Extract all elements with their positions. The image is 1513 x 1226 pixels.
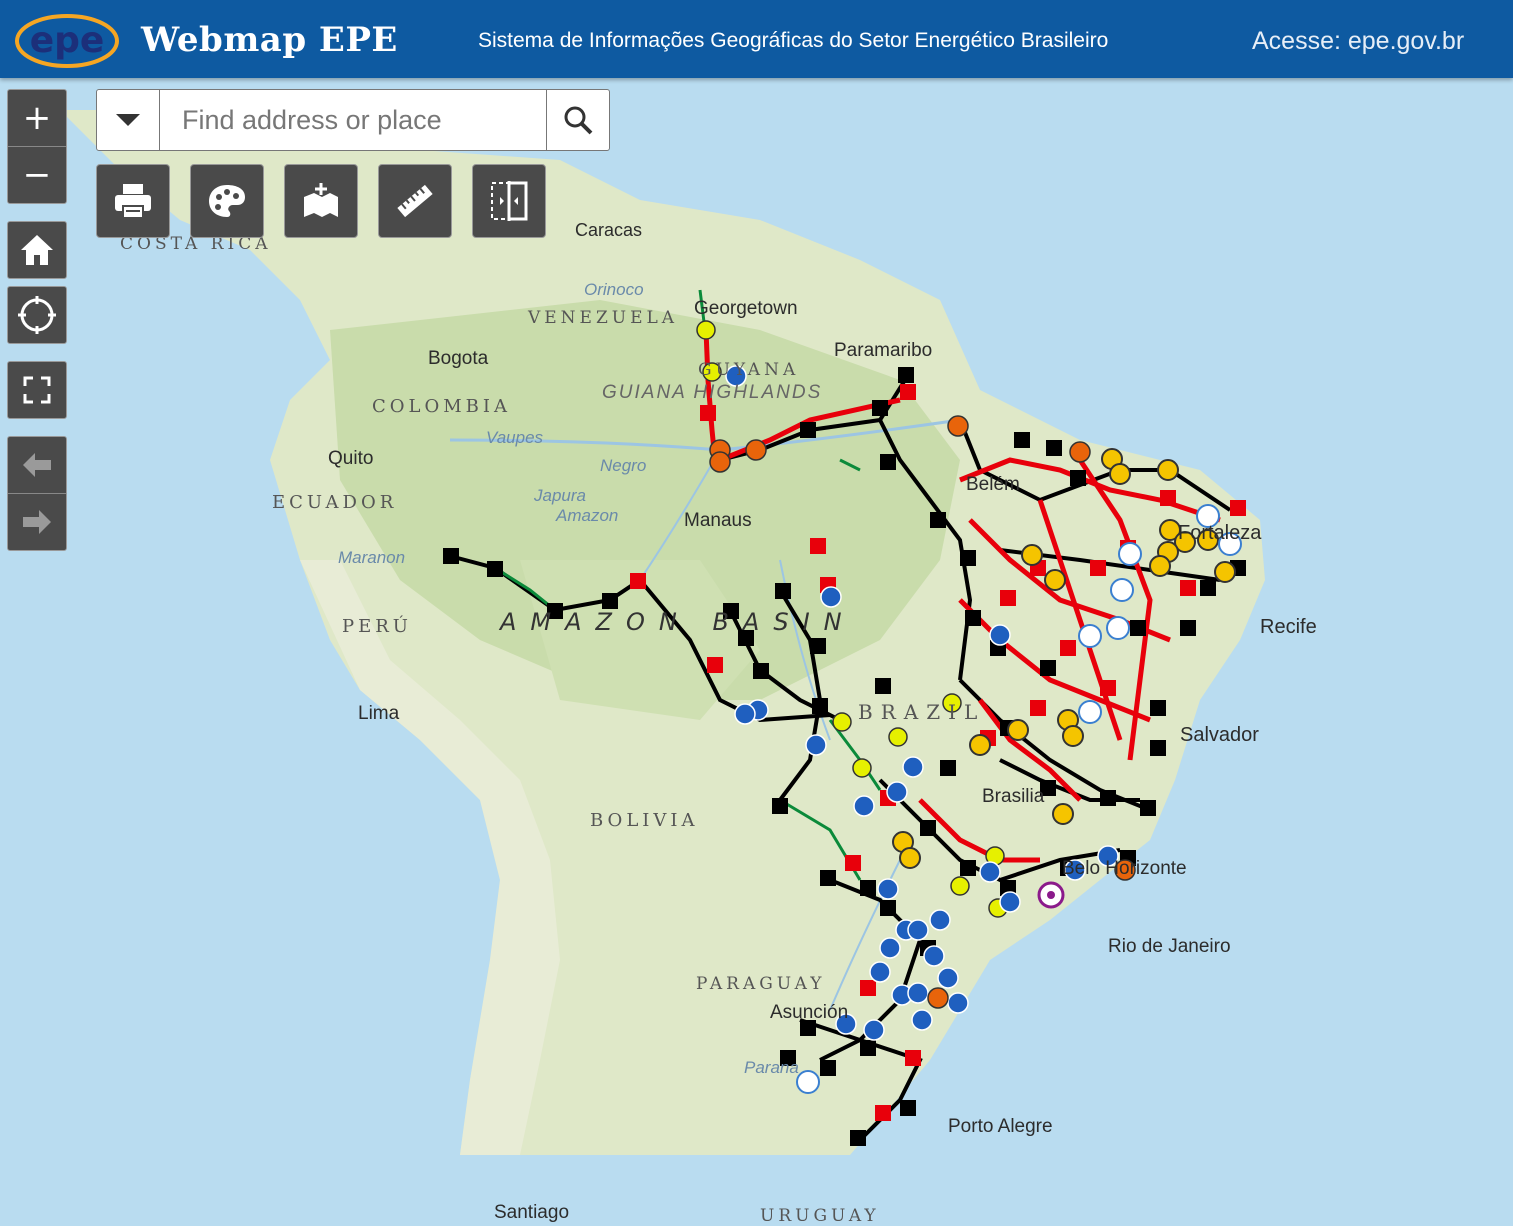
svg-text:epe: epe (30, 20, 105, 61)
label-ecuador: ECUADOR (272, 492, 398, 513)
next-extent-button[interactable] (8, 493, 66, 550)
fullscreen-control (7, 361, 67, 419)
label-negro: Negro (600, 456, 647, 475)
label-georgetown: Georgetown (694, 298, 798, 319)
print-icon (115, 184, 151, 219)
label-guyana: GUYANA (698, 360, 800, 380)
website-link[interactable]: Acesse: epe.gov.br (1252, 27, 1465, 55)
zoom-in-button[interactable]: + (22, 98, 52, 138)
label-costa-rica: COSTA RICA (120, 234, 272, 254)
search-source-dropdown[interactable] (97, 90, 160, 150)
label-porto-alegre: Porto Alegre (948, 1116, 1053, 1137)
label-brasilia: Brasilia (982, 786, 1045, 807)
swipe-button[interactable] (472, 164, 546, 238)
search-input[interactable] (160, 90, 546, 150)
basemap-gallery-button[interactable] (190, 164, 264, 238)
label-santiago: Santiago (494, 1202, 570, 1223)
label-colombia: COLOMBIA (372, 396, 512, 417)
swipe-icon (491, 181, 528, 221)
basemap-icon (209, 185, 245, 217)
app-subtitle: Sistema de Informações Geográficas do Se… (478, 29, 1109, 52)
label-manaus: Manaus (684, 510, 752, 531)
label-quito: Quito (328, 448, 374, 469)
label-amazon-river: Amazon (556, 506, 619, 525)
search-widget (96, 89, 610, 151)
label-parana: Parana (744, 1058, 799, 1077)
label-uruguay: URUGUAY (760, 1206, 880, 1226)
arrow-left-icon (23, 453, 51, 477)
search-icon (564, 106, 593, 135)
label-bolivia: BOLIVIA (590, 810, 699, 831)
add-data-icon (304, 183, 338, 217)
locate-control (7, 286, 67, 344)
label-venezuela: VENEZUELA (528, 308, 679, 328)
zoom-control: + − (7, 89, 67, 204)
label-recife: Recife (1260, 616, 1317, 638)
chevron-down-icon (116, 114, 140, 126)
search-button[interactable] (546, 90, 609, 150)
print-button[interactable] (96, 164, 170, 238)
zoom-out-button[interactable]: − (8, 146, 66, 203)
label-fortaleza: Fortaleza (1178, 522, 1262, 544)
app-title: Webmap EPE (141, 20, 398, 60)
app-header: epe Webmap EPE Sistema de Informações Ge… (0, 0, 1513, 78)
label-asuncion: Asunción (770, 1002, 849, 1023)
basemap (0, 78, 1513, 1155)
locate-button[interactable] (8, 287, 66, 343)
label-paraguay: PARAGUAY (696, 974, 826, 994)
fullscreen-icon (23, 376, 51, 404)
label-caracas: Caracas (575, 220, 643, 240)
map-view[interactable]: COSTA RICA Caracas Orinoco VENEZUELA Geo… (0, 78, 1513, 1226)
label-maranon: Maranon (338, 548, 406, 567)
previous-extent-button[interactable] (8, 437, 66, 493)
label-belo-horizonte: Belo Horizonte (1062, 858, 1187, 879)
label-lima: Lima (358, 703, 400, 724)
add-data-button[interactable] (284, 164, 358, 238)
label-brazil: BRAZIL (858, 700, 986, 724)
locate-icon (18, 296, 56, 334)
label-amazon-basin: AMAZON BASIN (500, 608, 856, 636)
label-guiana-highlands: GUIANA HIGHLANDS (602, 382, 823, 403)
measure-icon (397, 184, 433, 218)
label-bogota: Bogota (428, 348, 489, 369)
epe-logo: epe (15, 14, 119, 68)
measure-button[interactable] (378, 164, 452, 238)
label-vaupes: Vaupes (486, 428, 544, 447)
home-icon (21, 235, 53, 265)
label-orinoco: Orinoco (584, 280, 644, 299)
home-button[interactable] (8, 222, 66, 278)
label-paramaribo: Paramaribo (834, 340, 933, 361)
arrow-right-icon (23, 510, 51, 534)
label-salvador: Salvador (1180, 724, 1259, 746)
label-belem: Belém (966, 474, 1020, 495)
home-control (7, 221, 67, 279)
label-peru: PERÚ (342, 616, 412, 637)
label-japura: Japura (534, 486, 586, 505)
label-rio: Rio de Janeiro (1108, 936, 1231, 957)
extent-nav-control (7, 436, 67, 551)
fullscreen-button[interactable] (8, 362, 66, 418)
